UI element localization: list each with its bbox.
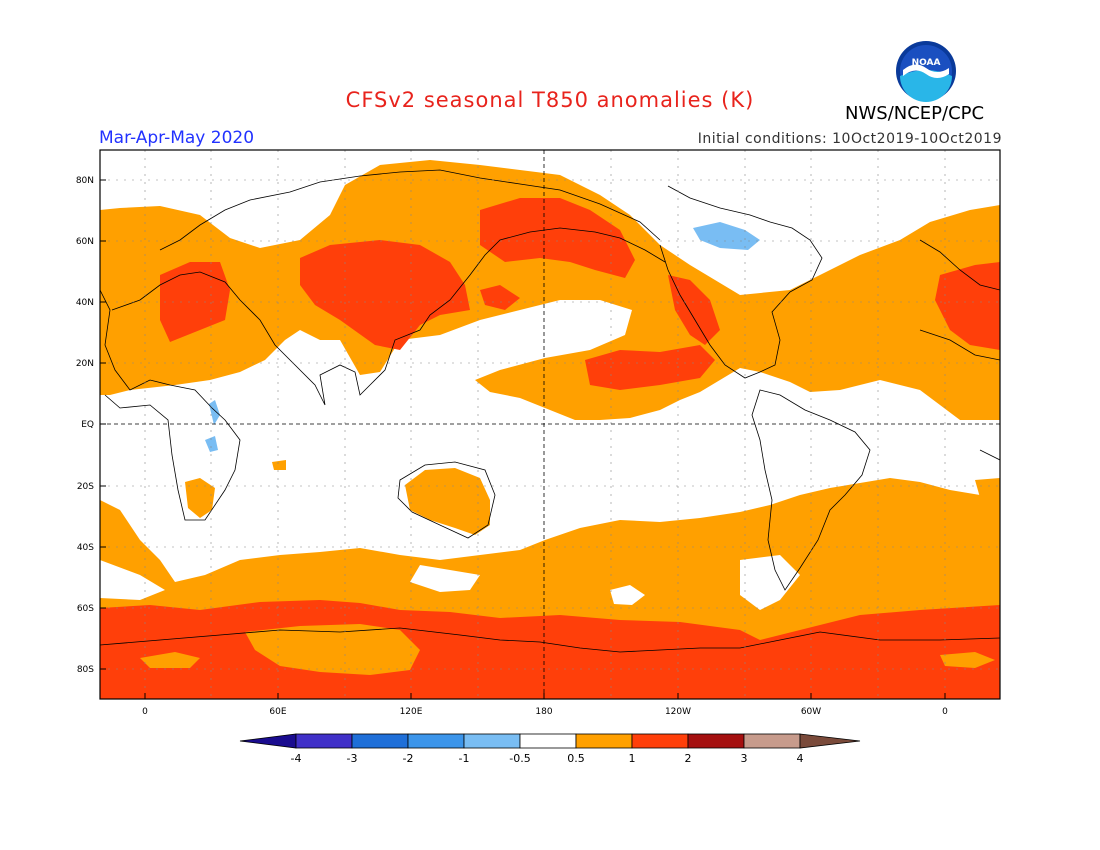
colorbar-label: 1: [629, 752, 636, 765]
gridlines: [100, 150, 1000, 699]
colorbar-segment: [239, 733, 297, 749]
lat-label: 80S: [77, 665, 94, 675]
coastlines: [100, 169, 1000, 653]
lon-label: 120W: [665, 707, 691, 717]
lon-label: 0: [942, 707, 948, 717]
initial-conditions-label: Initial conditions: 10Oct2019-10Oct2019: [697, 131, 1002, 147]
lat-label: EQ: [81, 420, 94, 430]
noaa-logo-text: NOAA: [912, 58, 941, 68]
lat-label: 40S: [77, 543, 94, 553]
colorbar-label: 0.5: [567, 752, 585, 765]
lat-labels: 80N 60N 40N 20N EQ 20S 40S 60S 80S: [76, 176, 94, 675]
colorbar-segment: [631, 733, 689, 749]
colorbar-segment: [575, 733, 633, 749]
colorbar-label: 3: [741, 752, 748, 765]
lon-label: 60E: [269, 707, 286, 717]
neutral-holes: [100, 555, 800, 610]
agency-label: NWS/NCEP/CPC: [845, 103, 985, 124]
lat-label: 60S: [77, 604, 94, 614]
colorbar-segment: [295, 733, 353, 749]
reference-lines: [100, 150, 1000, 699]
colorbar-label: 4: [797, 752, 804, 765]
lat-label: 20S: [77, 482, 94, 492]
lon-ticks: [144, 693, 946, 699]
colorbar-label: -4: [291, 752, 302, 765]
lon-label: 180: [535, 707, 552, 717]
colorbar-label: 2: [685, 752, 692, 765]
colorbar-segment: [463, 733, 521, 749]
colorbar-label: -0.5: [509, 752, 530, 765]
colorbar-segment: [799, 733, 861, 749]
lat-ticks: [100, 179, 106, 670]
colorbar-label: -2: [403, 752, 414, 765]
colorbar-labels: -4 -3 -2 -1 -0.5 0.5 1 2 3 4: [291, 752, 804, 765]
map-title: CFSv2 seasonal T850 anomalies (K): [345, 88, 755, 112]
cold-anomaly-regions: [205, 222, 760, 452]
colorbar-label: -3: [347, 752, 358, 765]
colorbar-segment: [743, 733, 801, 749]
colorbar-segment: [407, 733, 465, 749]
lat-label: 80N: [76, 176, 94, 186]
antarctic-orange-patches: [140, 624, 995, 675]
colorbar-segment: [351, 733, 409, 749]
lon-label: 120E: [400, 707, 423, 717]
lon-label: 0: [142, 707, 148, 717]
lon-label: 60W: [801, 707, 821, 717]
lat-label: 40N: [76, 298, 94, 308]
lat-label: 60N: [76, 237, 94, 247]
lon-labels: 0 60E 120E 180 120W 60W 0: [142, 707, 948, 717]
noaa-logo: NOAA: [896, 41, 956, 102]
colorbar-segment: [687, 733, 745, 749]
colorbar-label: -1: [459, 752, 470, 765]
anomaly-field: [100, 150, 1000, 699]
season-label: Mar-Apr-May 2020: [99, 128, 255, 148]
colorbar-segment: [519, 733, 577, 749]
colorbar: [239, 733, 861, 749]
lat-label: 20N: [76, 359, 94, 369]
